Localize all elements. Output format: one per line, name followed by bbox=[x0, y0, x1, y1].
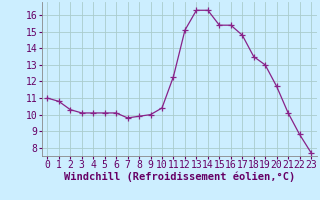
X-axis label: Windchill (Refroidissement éolien,°C): Windchill (Refroidissement éolien,°C) bbox=[64, 172, 295, 182]
